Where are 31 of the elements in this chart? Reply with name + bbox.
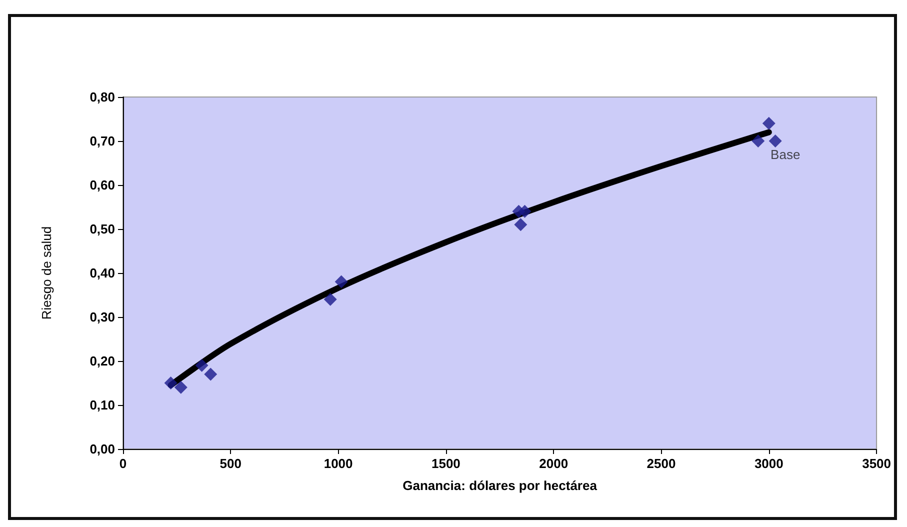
annotation: Base <box>770 147 800 162</box>
y-tick-label: 0,20 <box>90 354 115 368</box>
y-tick-label: 0,60 <box>90 178 115 192</box>
y-tick-label: 0,30 <box>90 310 115 324</box>
x-tick-label: 1000 <box>324 456 353 471</box>
y-tick-label: 0,50 <box>90 222 115 236</box>
y-tick-label: 0,70 <box>90 134 115 148</box>
point <box>334 275 348 288</box>
point <box>324 292 337 306</box>
point <box>204 368 218 381</box>
point <box>752 134 765 148</box>
y-tick-label: 0,00 <box>90 442 115 456</box>
point <box>195 358 208 372</box>
x-tick-label: 500 <box>220 456 242 471</box>
point <box>762 116 776 130</box>
y-axis-title: Riesgo de salud <box>39 226 54 320</box>
x-tick-label: 2500 <box>646 456 676 471</box>
x-tick-label: 2000 <box>539 456 568 471</box>
point <box>518 204 532 218</box>
x-tick-label: 1500 <box>431 456 460 471</box>
point <box>164 376 178 390</box>
x-axis-title: Ganancia: dólares por hectárea <box>402 478 598 493</box>
x-tick-label: 3500 <box>862 456 891 471</box>
y-tick-label: 0,40 <box>90 266 115 280</box>
point <box>514 218 528 232</box>
y-tick-label: 0,10 <box>90 398 115 412</box>
y-tick-label: 0,80 <box>90 90 115 104</box>
x-tick-label: 0 <box>119 456 127 471</box>
point <box>768 134 782 148</box>
x-tick-label: 3000 <box>754 456 784 471</box>
point <box>174 380 188 394</box>
